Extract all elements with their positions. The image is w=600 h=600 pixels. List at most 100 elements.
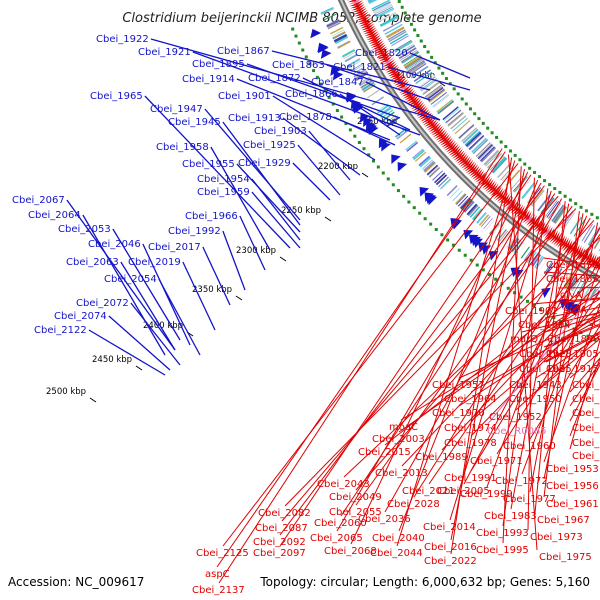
gc-dot — [463, 253, 467, 257]
minus-feature-block — [466, 132, 483, 148]
minus-leader-line — [535, 337, 600, 393]
plus-feature-block — [378, 106, 391, 116]
gc-dot — [315, 75, 319, 79]
minus-feature-block — [394, 41, 413, 53]
minus-gene-label: scpA — [563, 305, 587, 316]
minus-gene-arrow — [533, 219, 543, 232]
minus-gene-arrow — [568, 242, 577, 255]
plus-feature-block — [321, 8, 334, 15]
minus-gene-arrow — [391, 73, 405, 83]
plus-leader-line — [88, 329, 166, 376]
plus-gene-arrow — [463, 230, 474, 240]
scale-tick-label: 2150 kbp — [357, 117, 397, 127]
gc-dot — [528, 166, 532, 170]
minus-gene-label: Cbei_2040 — [372, 533, 425, 544]
outer-gc-dots — [397, 0, 599, 220]
minus-gene-arrow — [575, 246, 584, 260]
plus-feature-block — [438, 176, 449, 188]
gc-dot — [538, 175, 542, 179]
plus-gene-label: Cbei_1847 — [311, 77, 364, 88]
plus-leader-line — [302, 77, 411, 131]
plus-leader-line — [272, 95, 376, 161]
minus-feature-block — [468, 135, 485, 150]
minus-feature-block — [545, 200, 558, 217]
minus-leader-line — [463, 226, 600, 485]
gc-dot — [525, 299, 529, 303]
minus-leader-line — [279, 185, 545, 536]
minus-leader-line — [543, 222, 599, 480]
minus-feature-block — [388, 30, 407, 42]
minus-feature-block — [371, 0, 391, 10]
plus-feature-block — [459, 197, 470, 208]
minus-gene-arrow — [352, 5, 366, 13]
minus-feature-block — [377, 11, 397, 23]
minus-leader-line — [450, 157, 513, 555]
gc-dot — [523, 162, 527, 166]
minus-gene-arrow — [522, 211, 532, 224]
minus-gene-label: Cbei_1970 — [432, 408, 485, 419]
minus-gene-label: Cbei_2097 — [253, 548, 306, 559]
minus-gene-arrow — [490, 184, 501, 197]
scale-tick-label: 2350 kbp — [192, 285, 232, 295]
gc-dot — [327, 95, 331, 99]
minus-leader-line — [527, 177, 535, 531]
plus-leader-line — [333, 116, 396, 146]
plus-feature-block — [344, 53, 358, 62]
minus-gene-label: Cbei_1960 — [503, 441, 556, 452]
minus-feature-block — [386, 27, 405, 39]
scale-tick-marks — [89, 81, 446, 403]
minus-feature-block — [513, 176, 528, 193]
plus-leader-line — [202, 246, 231, 306]
plus-gene-arrow — [317, 43, 329, 54]
minus-leader-line — [216, 151, 506, 568]
gc-dot — [574, 202, 578, 206]
plus-feature-block — [326, 18, 340, 26]
minus-feature-block — [491, 156, 507, 173]
plus-feature-block — [413, 149, 425, 161]
plus-feature-block — [583, 285, 592, 299]
minus-feature-block — [388, 31, 407, 42]
minus-leader-line — [355, 220, 595, 491]
minus-gene-label: Cbei_1943 — [509, 380, 562, 391]
minus-gene-arrow — [475, 171, 486, 183]
plus-leader-line — [144, 95, 291, 249]
minus-gene-label: Cbei_2044 — [370, 548, 423, 559]
minus-feature-block — [397, 44, 415, 56]
gc-dot — [487, 273, 491, 277]
minus-feature-block — [430, 91, 448, 105]
minus-gene-label: Cbei_1905 — [546, 349, 599, 360]
minus-feature-block — [458, 124, 475, 139]
minus-leader-line — [560, 298, 600, 304]
plus-feature-block — [367, 89, 380, 99]
minus-gene-label: Cbei_1964 — [444, 394, 497, 405]
minus-gene-label: scpB — [588, 318, 600, 329]
plus-leader-line — [204, 108, 301, 221]
minus-feature-block — [546, 201, 559, 218]
minus-gene-arrow — [364, 29, 378, 37]
gc-dot — [590, 212, 594, 216]
minus-feature-block — [404, 55, 422, 68]
minus-feature-block — [407, 60, 425, 72]
minus-leader-line — [384, 198, 563, 513]
plus-feature-block — [583, 285, 591, 298]
gc-dot — [444, 77, 448, 81]
minus-gene-arrow — [549, 230, 559, 243]
gc-skew-dots — [291, 27, 597, 342]
gc-dot — [406, 17, 410, 21]
minus-leader-line — [569, 357, 600, 393]
minus-gene-arrow — [486, 182, 497, 194]
minus-feature-block — [415, 71, 433, 85]
gc-dot — [508, 149, 512, 153]
minus-feature-block — [433, 95, 450, 108]
minus-gene-arrow — [412, 102, 425, 112]
gc-dot — [407, 200, 411, 204]
scale-tick-label: 2250 kbp — [281, 206, 321, 216]
gc-dot — [586, 334, 590, 338]
minus-gene-label: aspC — [205, 569, 230, 580]
minus-leader-line — [470, 318, 600, 393]
minus-feature-block — [394, 40, 413, 52]
minus-feature-block — [424, 84, 442, 98]
minus-gene-label: Cbei_1971 — [470, 456, 523, 467]
plus-leader-line — [251, 191, 301, 249]
minus-gene-arrow — [493, 187, 504, 200]
